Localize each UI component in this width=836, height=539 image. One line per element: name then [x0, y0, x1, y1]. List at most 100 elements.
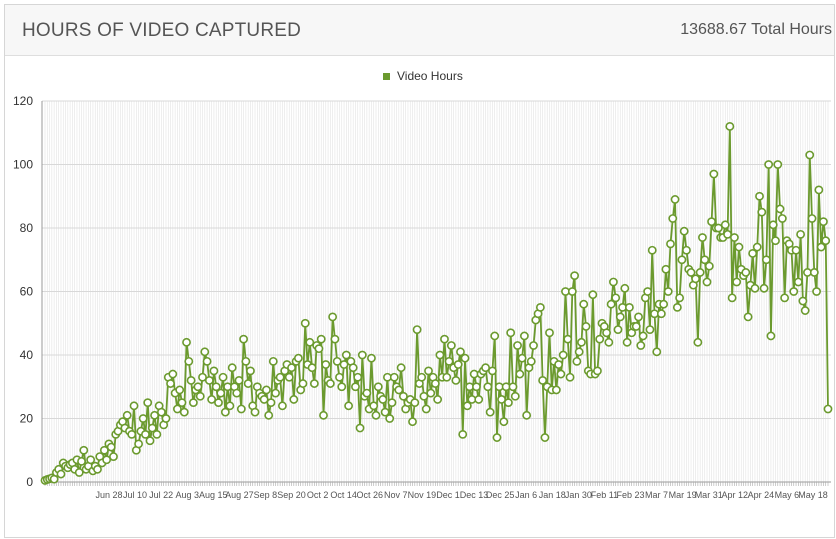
data-point[interactable]: [682, 245, 691, 255]
data-point[interactable]: [796, 229, 806, 239]
data-point[interactable]: [798, 296, 808, 306]
data-point[interactable]: [298, 379, 308, 388]
data-point[interactable]: [264, 410, 274, 420]
data-point[interactable]: [410, 398, 420, 408]
data-point[interactable]: [752, 242, 762, 252]
data-point[interactable]: [225, 401, 235, 411]
data-point[interactable]: [472, 382, 481, 392]
data-point[interactable]: [757, 207, 767, 217]
data-point[interactable]: [698, 233, 707, 242]
data-point[interactable]: [278, 401, 287, 411]
data-point[interactable]: [504, 398, 513, 408]
data-point[interactable]: [734, 242, 744, 252]
data-point[interactable]: [497, 395, 506, 404]
data-point[interactable]: [147, 423, 157, 433]
data-point[interactable]: [408, 417, 417, 427]
data-point[interactable]: [821, 236, 831, 246]
data-point[interactable]: [508, 382, 518, 392]
data-point[interactable]: [211, 382, 221, 392]
data-point[interactable]: [389, 372, 399, 382]
data-point[interactable]: [239, 334, 249, 344]
data-point[interactable]: [371, 410, 381, 420]
data-point[interactable]: [268, 356, 278, 366]
data-point[interactable]: [362, 388, 372, 398]
data-point[interactable]: [430, 379, 440, 388]
data-point[interactable]: [367, 353, 376, 363]
data-point[interactable]: [643, 287, 653, 296]
data-point[interactable]: [220, 407, 230, 417]
data-point[interactable]: [624, 302, 634, 312]
data-point[interactable]: [335, 372, 344, 382]
data-point[interactable]: [522, 410, 532, 420]
data-point[interactable]: [574, 347, 584, 357]
data-point[interactable]: [337, 382, 347, 392]
data-point[interactable]: [563, 334, 573, 344]
data-point[interactable]: [764, 160, 774, 169]
data-point[interactable]: [809, 268, 819, 277]
data-point[interactable]: [462, 401, 472, 411]
data-point[interactable]: [761, 255, 771, 265]
data-point[interactable]: [182, 337, 191, 347]
data-point[interactable]: [314, 344, 324, 354]
data-point[interactable]: [275, 372, 285, 382]
data-point[interactable]: [141, 429, 150, 439]
data-point[interactable]: [341, 350, 351, 360]
data-point[interactable]: [435, 350, 445, 360]
data-point[interactable]: [636, 341, 646, 350]
data-point[interactable]: [79, 445, 89, 455]
data-point[interactable]: [604, 337, 614, 347]
data-point[interactable]: [720, 220, 730, 230]
data-point[interactable]: [750, 283, 760, 293]
data-point[interactable]: [656, 309, 666, 319]
data-point[interactable]: [456, 347, 465, 357]
data-point[interactable]: [634, 312, 643, 322]
data-point[interactable]: [207, 395, 217, 404]
data-point[interactable]: [319, 410, 328, 420]
data-point[interactable]: [453, 360, 463, 369]
data-point[interactable]: [615, 312, 625, 322]
data-point[interactable]: [387, 398, 397, 408]
data-point[interactable]: [805, 150, 815, 160]
data-point[interactable]: [458, 429, 468, 439]
data-point[interactable]: [661, 264, 671, 274]
data-point[interactable]: [551, 385, 561, 395]
legend[interactable]: Video Hours: [383, 69, 463, 83]
data-point[interactable]: [581, 322, 591, 331]
data-point[interactable]: [709, 169, 719, 179]
data-point[interactable]: [109, 452, 118, 461]
data-point[interactable]: [526, 356, 536, 366]
data-point[interactable]: [490, 331, 500, 341]
data-point[interactable]: [691, 274, 700, 284]
data-point[interactable]: [188, 398, 198, 408]
data-point[interactable]: [714, 223, 723, 233]
data-point[interactable]: [424, 366, 433, 376]
data-point[interactable]: [686, 268, 696, 277]
data-point[interactable]: [186, 375, 196, 385]
data-point[interactable]: [127, 429, 137, 439]
data-point[interactable]: [748, 248, 758, 258]
data-point[interactable]: [234, 375, 244, 385]
data-point[interactable]: [775, 204, 785, 214]
data-point[interactable]: [759, 283, 769, 293]
data-point[interactable]: [670, 195, 680, 204]
data-point[interactable]: [732, 277, 742, 287]
data-point[interactable]: [56, 469, 66, 479]
data-point[interactable]: [727, 293, 737, 303]
data-point[interactable]: [631, 322, 641, 331]
data-point[interactable]: [357, 350, 367, 360]
data-point[interactable]: [419, 391, 429, 401]
data-point[interactable]: [743, 312, 753, 322]
data-point[interactable]: [513, 341, 522, 350]
data-point[interactable]: [330, 334, 340, 344]
data-point[interactable]: [150, 410, 159, 420]
data-point[interactable]: [595, 334, 605, 344]
data-point[interactable]: [492, 433, 502, 442]
data-point[interactable]: [780, 293, 790, 303]
data-point[interactable]: [380, 407, 390, 417]
data-point[interactable]: [122, 410, 132, 420]
data-point[interactable]: [232, 388, 242, 398]
data-point[interactable]: [138, 414, 148, 423]
data-point[interactable]: [545, 328, 554, 338]
data-point[interactable]: [538, 375, 548, 385]
data-point[interactable]: [143, 398, 153, 408]
